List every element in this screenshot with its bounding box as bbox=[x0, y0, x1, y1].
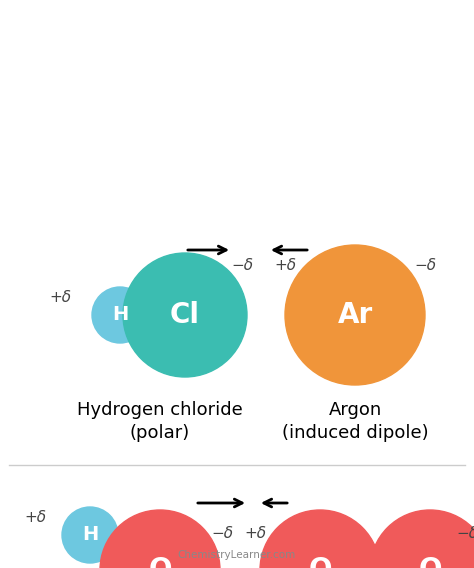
Circle shape bbox=[62, 507, 118, 563]
Text: O: O bbox=[308, 556, 332, 568]
Text: H: H bbox=[82, 525, 98, 545]
Circle shape bbox=[100, 510, 220, 568]
Text: +δ: +δ bbox=[24, 509, 46, 524]
Text: −δ: −δ bbox=[456, 525, 474, 541]
Text: Hydrogen chloride: Hydrogen chloride bbox=[77, 401, 243, 419]
Text: O: O bbox=[418, 556, 442, 568]
Text: −δ: −δ bbox=[231, 257, 253, 273]
Circle shape bbox=[285, 245, 425, 385]
Text: ChemistryLearner.com: ChemistryLearner.com bbox=[178, 550, 296, 560]
Circle shape bbox=[370, 510, 474, 568]
Text: +δ: +δ bbox=[244, 525, 266, 541]
Text: −δ: −δ bbox=[414, 257, 436, 273]
Text: H: H bbox=[112, 306, 128, 324]
Circle shape bbox=[92, 287, 148, 343]
Text: (induced dipole): (induced dipole) bbox=[282, 424, 428, 442]
Text: Argon: Argon bbox=[328, 401, 382, 419]
Text: +δ: +δ bbox=[49, 290, 71, 304]
Text: +δ: +δ bbox=[274, 257, 296, 273]
Text: Ar: Ar bbox=[337, 301, 373, 329]
Circle shape bbox=[260, 510, 380, 568]
Text: O: O bbox=[148, 556, 172, 568]
Text: Cl: Cl bbox=[170, 301, 200, 329]
Text: (polar): (polar) bbox=[130, 424, 190, 442]
Text: Dipole-induced Dipole Forces: Dipole-induced Dipole Forces bbox=[42, 20, 432, 44]
Circle shape bbox=[123, 253, 247, 377]
Text: −δ: −δ bbox=[211, 525, 233, 541]
